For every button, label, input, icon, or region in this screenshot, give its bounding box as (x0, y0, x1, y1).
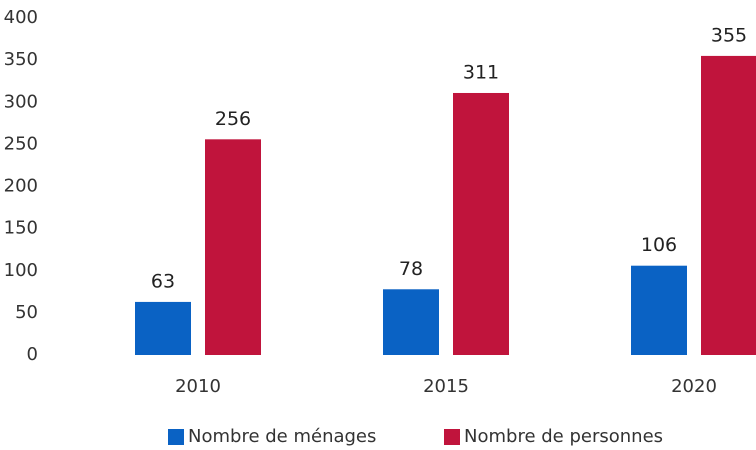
bar (205, 139, 261, 355)
y-tick-label: 400 (4, 7, 38, 28)
value-label: 63 (151, 270, 175, 292)
bar (631, 265, 687, 355)
y-tick-label: 150 (4, 218, 38, 239)
legend-label: Nombre de personnes (464, 426, 663, 447)
y-tick-label: 100 (4, 260, 38, 281)
bar (135, 301, 191, 355)
legend-label: Nombre de ménages (188, 426, 376, 447)
x-tick-label: 2015 (423, 376, 469, 397)
legend-swatch (168, 429, 184, 445)
value-label: 355 (711, 24, 747, 46)
value-label: 311 (463, 61, 499, 83)
y-tick-label: 300 (4, 91, 38, 112)
bar (453, 92, 509, 356)
y-tick-label: 200 (4, 176, 38, 197)
y-tick-label: 250 (4, 133, 38, 154)
value-label: 78 (399, 258, 423, 280)
value-label: 106 (641, 234, 677, 256)
x-tick-label: 2010 (175, 376, 221, 397)
legend-swatch (444, 429, 460, 445)
y-tick-label: 50 (15, 302, 38, 323)
y-tick-label: 0 (27, 344, 38, 365)
x-tick-label: 2020 (671, 376, 717, 397)
bar (383, 289, 439, 355)
value-label: 256 (215, 108, 251, 130)
y-tick-label: 350 (4, 49, 38, 70)
bar (701, 55, 756, 355)
